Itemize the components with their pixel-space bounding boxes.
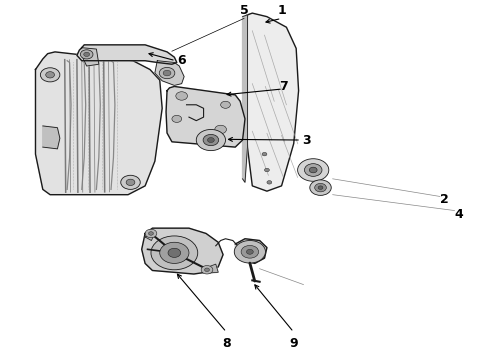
Polygon shape	[245, 13, 298, 191]
Text: 2: 2	[440, 193, 449, 206]
Polygon shape	[203, 264, 218, 273]
Circle shape	[145, 229, 157, 238]
Polygon shape	[243, 15, 247, 183]
Circle shape	[151, 236, 198, 270]
Circle shape	[80, 50, 93, 59]
Polygon shape	[235, 239, 267, 264]
Circle shape	[267, 181, 272, 184]
Polygon shape	[35, 52, 162, 195]
Text: 7: 7	[279, 80, 287, 93]
Circle shape	[40, 68, 60, 82]
Circle shape	[204, 268, 209, 271]
Circle shape	[262, 152, 267, 156]
Polygon shape	[155, 61, 184, 85]
Text: 5: 5	[240, 4, 248, 17]
Circle shape	[172, 115, 182, 122]
Circle shape	[46, 72, 54, 78]
Text: 8: 8	[222, 337, 231, 350]
Polygon shape	[166, 86, 245, 147]
Polygon shape	[77, 45, 177, 64]
Circle shape	[207, 138, 214, 143]
Text: 9: 9	[290, 337, 298, 350]
Circle shape	[201, 266, 213, 274]
Circle shape	[163, 70, 171, 76]
Circle shape	[203, 134, 219, 146]
Circle shape	[304, 164, 322, 176]
Text: 6: 6	[177, 54, 185, 67]
Circle shape	[297, 159, 329, 181]
Circle shape	[315, 183, 326, 192]
Circle shape	[126, 179, 135, 185]
Circle shape	[310, 180, 331, 195]
Circle shape	[215, 125, 226, 134]
Circle shape	[176, 92, 188, 100]
Text: 4: 4	[455, 208, 463, 221]
Circle shape	[196, 130, 225, 150]
Circle shape	[265, 168, 270, 172]
Circle shape	[241, 246, 259, 258]
Circle shape	[160, 242, 189, 264]
Circle shape	[220, 101, 230, 108]
Circle shape	[121, 175, 140, 189]
Circle shape	[84, 52, 90, 57]
Circle shape	[309, 167, 317, 173]
Polygon shape	[145, 233, 155, 240]
Circle shape	[168, 248, 181, 257]
Polygon shape	[43, 126, 60, 149]
Text: 1: 1	[277, 4, 286, 17]
Circle shape	[234, 240, 266, 263]
Circle shape	[148, 232, 153, 235]
Circle shape	[318, 186, 323, 189]
Circle shape	[159, 67, 175, 79]
Text: 3: 3	[302, 134, 311, 147]
Polygon shape	[142, 228, 223, 274]
Polygon shape	[82, 48, 99, 66]
Circle shape	[246, 249, 253, 254]
